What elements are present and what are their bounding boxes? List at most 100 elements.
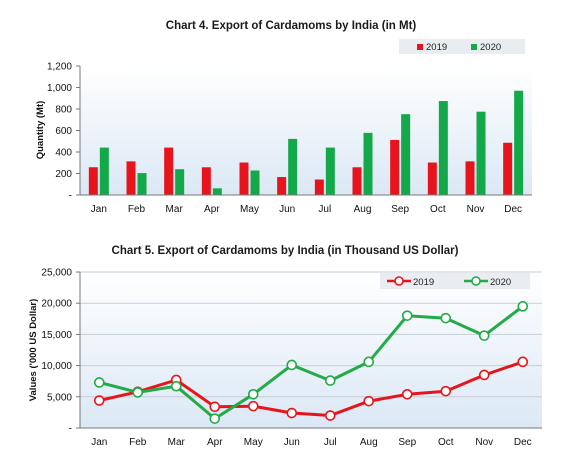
chart-5-marker-2019 [517,356,529,368]
chart-5-x-tick-label: Apr [207,437,223,448]
chart-4-legend-swatch-2019 [417,44,423,50]
chart-4-x-tick-label: Jan [91,204,107,215]
chart-4-bar-2020 [99,147,109,195]
chart-5-x-tick-label: Jul [324,437,337,448]
chart-4-x-tick-label: Oct [430,204,446,215]
chart-5-line-2020 [98,305,524,421]
chart-5-x-tick-label: Nov [475,437,493,448]
chart-5-marker-2019 [93,395,105,406]
chart-4-y-tick-label: 1,200 [47,62,72,73]
chart-4-title: Chart 4. Export of Cardamoms by India (i… [166,20,417,32]
chart-5-line-2019 [98,360,524,417]
chart-4-x-tick-label: Jul [318,204,331,215]
chart-5-y-tick-label: - [69,424,72,435]
chart-4-x-tick-label: Feb [128,204,146,215]
chart-4-bar-2020 [175,169,185,195]
chart-5-y-tick-label: 10,000 [41,361,72,372]
chart-4-bar-2020 [401,114,411,195]
chart-5-x-tick-label: Mar [168,437,186,448]
chart-4-bar-2019 [427,162,437,195]
chart-5-marker-2019 [440,385,452,397]
chart-4-legend-swatch-2020 [471,44,477,50]
chart-5-x-tick-label: Jun [284,437,300,448]
chart-5-legend-label-2019: 2019 [413,277,434,288]
chart-4-plot-area [80,66,532,195]
chart-4-y-tick-label: 400 [55,148,72,159]
chart-4-bar-2019 [503,142,513,195]
chart-5-marker-2020 [209,413,221,424]
chart-4-x-tick-label: Sep [391,204,409,215]
chart-4-bar-2019 [352,167,362,195]
chart-5-marker-2020 [517,301,529,312]
chart-5-marker-2020 [324,375,336,386]
chart-4-legend-label-2019: 2019 [426,42,447,53]
chart-4-bar-2020 [250,170,260,195]
chart-4-y-tick-label: 800 [55,105,72,116]
chart-4-x-tick-label: Aug [354,204,372,215]
chart-4-bar-2019 [88,167,98,195]
chart-4-bar-2019 [314,179,324,195]
chart-4-bar-2020 [325,147,335,195]
chart-5-y-tick-label: 20,000 [41,299,72,310]
chart-4-x-tick-label: Mar [166,204,184,215]
chart-4-legend: 2019 2020 [399,39,525,54]
chart-4-y-tick-label: - [69,191,72,202]
chart-5-x-tick-label: Jan [91,437,107,448]
chart-5-x-tick-label: Oct [438,437,454,448]
chart-5-y-tick-label: 15,000 [41,330,72,341]
chart-5-marker-2019 [401,389,413,400]
chart-5-y-tick-label: 5,000 [47,392,72,403]
chart-5-x-tick-label: May [244,437,263,448]
chart-4-x-tick-label: Nov [467,204,485,215]
chart-5-plot-area [80,272,542,428]
chart-5-marker-2020 [170,380,182,392]
chart-4-bar-2019 [390,139,400,195]
chart-4-x-tick-label: Jun [279,204,295,215]
chart-5-marker-2020 [93,377,105,388]
chart-5-marker-2019 [363,395,375,407]
chart-5-marker-2019 [478,369,490,381]
chart-4-bar-2020 [137,173,147,195]
chart-4-svg: Chart 4. Export of Cardamoms by India (i… [35,20,532,215]
chart-4-legend-label-2020: 2020 [480,42,501,53]
chart-4-y-tick-label: 600 [55,126,72,137]
chart-5-x-tick-label: Aug [360,437,378,448]
chart-4-y-axis-label: Quantity (Mt) [35,101,46,160]
chart-4-legend-box [399,39,525,54]
chart-5-legend-label-2020: 2020 [490,277,511,288]
chart-5-marker-2020 [478,330,490,341]
chart-4-y-tick-label: 200 [55,169,72,180]
chart-4-x-tick-label: May [240,204,259,215]
chart-5-marker-2020 [132,387,144,398]
chart-5-marker-2019 [286,407,298,419]
chart-4-x-tick-label: Apr [204,204,220,215]
chart-5-title: Chart 5. Export of Cardamoms by India (i… [112,245,459,257]
chart-4-x-tick-label: Dec [504,204,522,215]
chart-5-svg: Chart 5. Export of Cardamoms by India (i… [28,245,542,448]
chart-5-x-tick-label: Feb [129,437,147,448]
chart-4-y-tick-label: 1,000 [47,83,72,94]
chart-4-bar-2020 [212,188,222,195]
chart-4-bar-2020 [288,138,298,195]
chart-5-marker-2020 [401,310,413,321]
chart-5-marker-2019 [209,401,221,413]
chart-4-bar-2019 [465,161,475,195]
chart-5-marker-2019 [247,400,259,412]
chart-4-bar-2020 [514,90,524,195]
chart-4-panel: Chart 4. Export of Cardamoms by India (i… [0,0,564,232]
chart-5-legend-marker-2020 [471,276,481,286]
chart-5-x-tick-label: Dec [514,437,532,448]
chart-4-bar-2020 [363,132,373,195]
chart-5-marker-2020 [440,312,452,324]
chart-4-bar-2020 [476,111,486,195]
chart-5-y-axis-label: Values ('000 US Dollar) [28,299,39,402]
chart-5-marker-2019 [324,410,336,421]
chart-5-marker-2020 [286,359,298,371]
chart-5-legend-box [380,273,530,289]
chart-5-x-tick-label: Sep [398,437,416,448]
chart-4-bar-2019 [201,167,211,195]
chart-4-bar-2019 [164,147,174,195]
chart-5-marker-2020 [363,356,375,368]
chart-5-legend: 2019 2020 [380,273,530,289]
chart-5-legend-marker-2019 [394,276,404,286]
